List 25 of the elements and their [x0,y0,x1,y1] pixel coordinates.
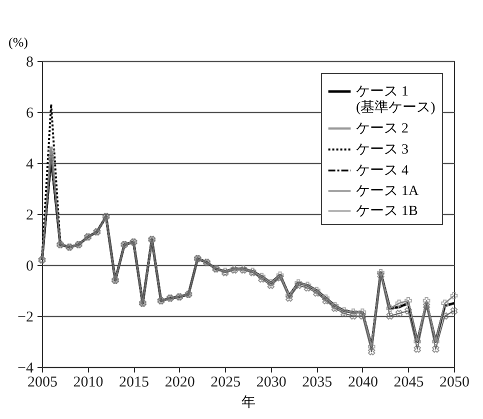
x-tick-label: 2040 [348,374,378,390]
y-tick-label: 6 [26,106,34,122]
legend-label: ケース 2 [356,122,408,136]
x-tick-label: 2035 [302,374,332,390]
x-tick-label: 2020 [164,374,195,390]
x-tick-label: 2015 [119,374,150,390]
y-tick-label: −4 [18,360,34,376]
x-tick-label: 2030 [256,374,286,390]
legend-label: ケース 4 [356,164,408,178]
y-tick-label: −2 [18,310,34,326]
x-tick-label: 2010 [73,374,104,390]
legend-label: ケース 1B [356,204,418,219]
x-tick-label: 2045 [394,374,424,390]
y-tick-label: 0 [26,258,34,274]
y-tick-label: 4 [26,156,34,172]
x-axis-title: 年 [242,394,256,410]
x-tick-label: 2050 [440,374,470,390]
y-tick-label: 2 [26,208,34,224]
legend-label: ケース 1A [356,184,420,199]
y-axis-title: (%) [8,34,28,50]
x-tick-label: 2025 [210,374,241,390]
legend-label: ケース 1 (基準ケース) [356,84,436,116]
y-tick-label: 8 [26,54,34,70]
legend-label: ケース 3 [356,142,408,158]
x-tick-label: 2005 [28,374,58,390]
